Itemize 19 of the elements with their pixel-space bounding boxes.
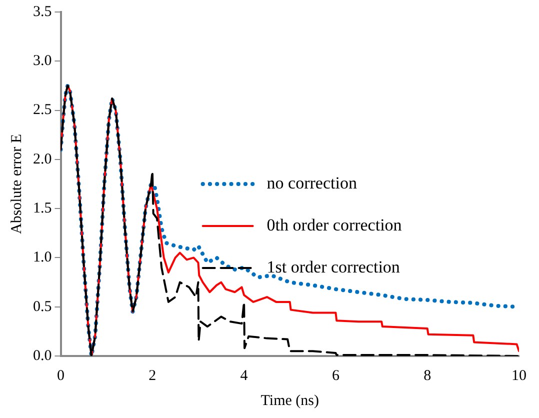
legend-label: 0th order correction — [266, 215, 402, 234]
y-tick-label: 3.0 — [33, 53, 52, 70]
y-tick-label: 2.0 — [33, 151, 52, 168]
y-axis-title: Absolute error E — [8, 134, 25, 234]
x-tick-label: 0 — [57, 368, 64, 384]
y-tick-label: 1.5 — [33, 200, 52, 217]
y-tick-label: 2.5 — [33, 102, 52, 118]
x-tick-label: 2 — [148, 368, 156, 384]
x-tick-label: 4 — [240, 368, 248, 384]
legend-label: no correction — [266, 173, 358, 192]
y-tick-label: 0.5 — [33, 298, 52, 315]
y-tick-label: 1.0 — [33, 250, 52, 266]
y-tick-label: 0.0 — [33, 348, 52, 364]
legend-label: 1st order correction — [266, 257, 400, 276]
x-tick-label: 6 — [332, 368, 340, 384]
y-tick-label: 3.5 — [33, 4, 52, 20]
x-tick-label: 8 — [424, 368, 432, 384]
x-axis-title: Time (ns) — [260, 392, 319, 409]
x-tick-label: 10 — [512, 368, 526, 384]
